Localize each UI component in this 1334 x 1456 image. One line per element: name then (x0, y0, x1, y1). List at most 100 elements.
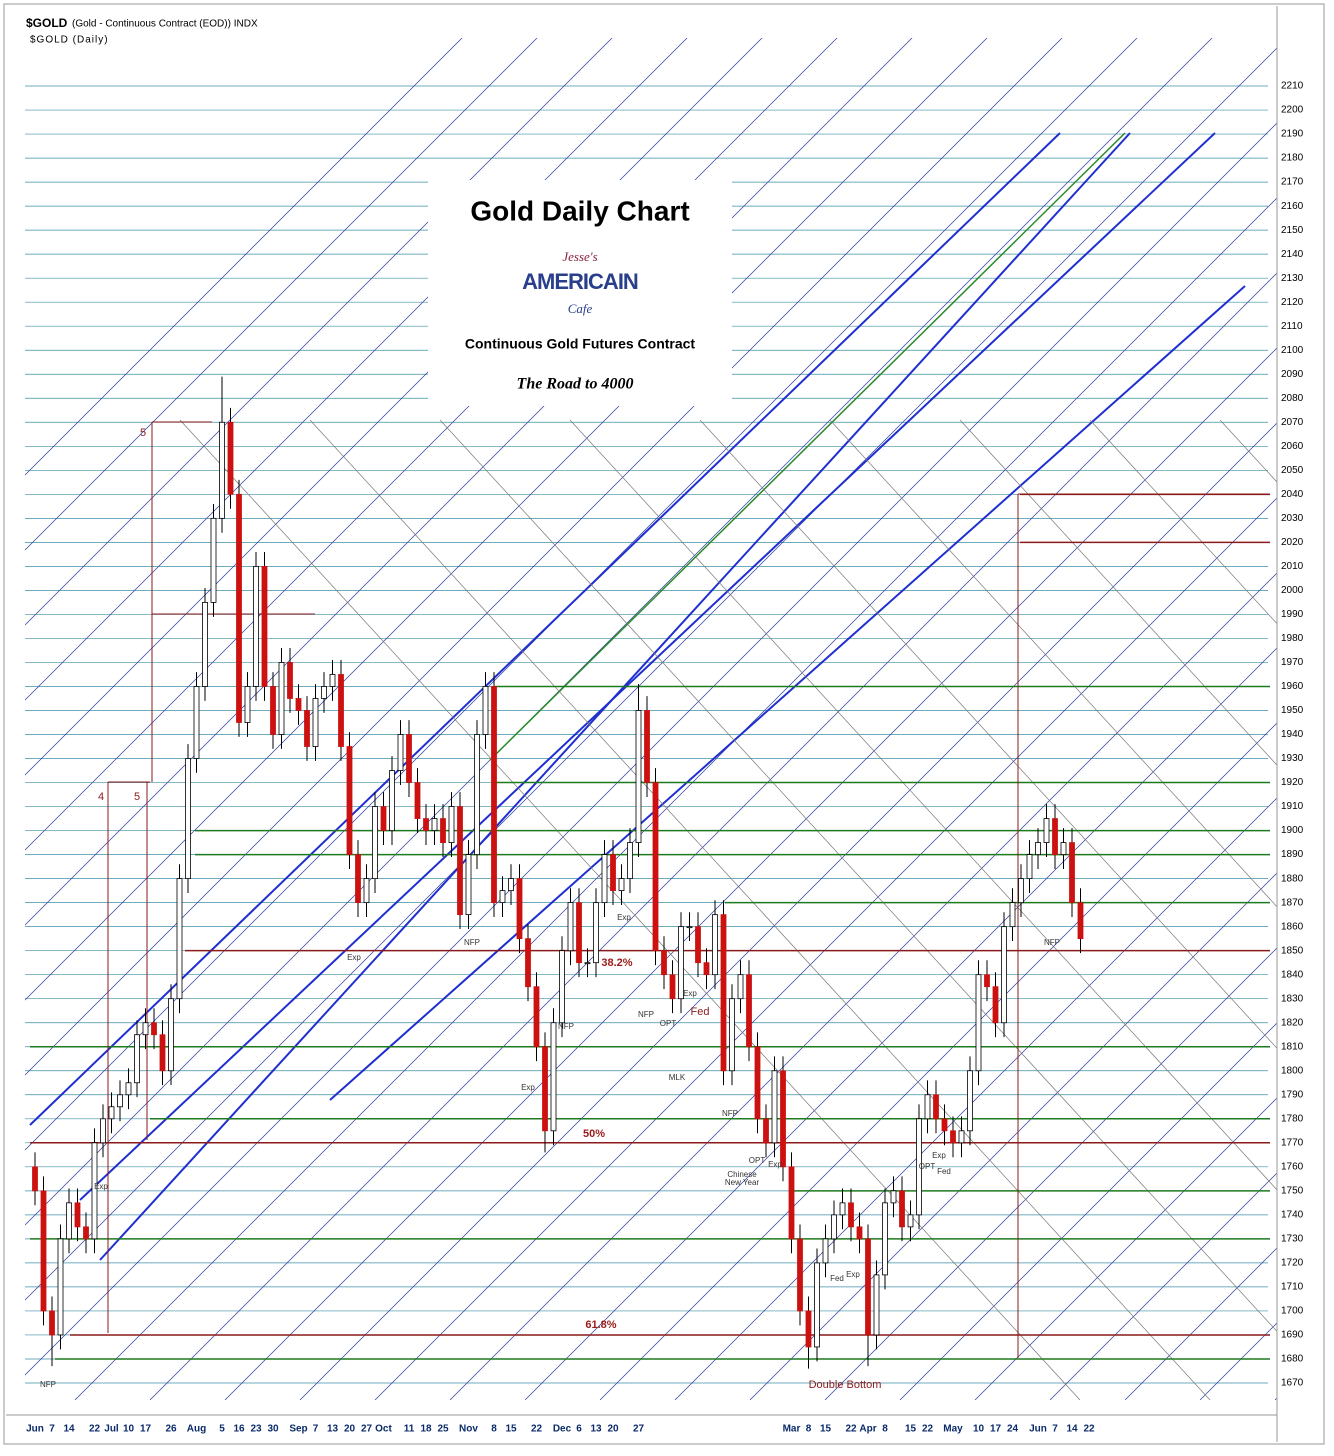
candle-body (763, 1118, 769, 1144)
x-tick-label: 27 (361, 1424, 373, 1435)
candle-body (865, 1238, 871, 1336)
trend-line (1199, 1322, 1277, 1401)
candle-body (304, 710, 310, 747)
subtitle: $GOLD (Daily) (30, 35, 109, 46)
candle-body (202, 602, 208, 687)
candle-body (100, 1118, 106, 1144)
candle-body (941, 1118, 948, 1132)
candle-body (338, 674, 344, 747)
candle-body (414, 782, 421, 819)
candle-body (193, 686, 200, 759)
annotation: Exp (846, 1270, 860, 1279)
candle-body (287, 662, 293, 699)
candle-body (746, 974, 752, 1048)
annotation: Exp (347, 953, 361, 962)
candle-body (270, 686, 276, 735)
candle-body (984, 974, 990, 988)
y-tick-label: 1960 (1281, 681, 1304, 692)
y-tick-label: 2150 (1281, 225, 1304, 236)
annotation: Double Bottom (809, 1379, 882, 1391)
y-tick-label: 2100 (1281, 345, 1304, 356)
y-tick-label: 1690 (1281, 1330, 1304, 1341)
x-tick-label: 10 (973, 1424, 985, 1435)
y-tick-label: 2110 (1281, 321, 1303, 332)
annotation: 5 (140, 427, 146, 439)
x-tick-label: Dec (553, 1424, 572, 1435)
candle-body (933, 1094, 939, 1120)
trend-line (829, 419, 1277, 908)
trend-line (824, 947, 1277, 1401)
annotation: New Year (725, 1178, 760, 1187)
candle-body (839, 1202, 846, 1216)
y-tick-label: 1720 (1281, 1258, 1304, 1269)
annotation: Chinese (727, 1170, 757, 1179)
x-tick-label: Jun (26, 1424, 44, 1435)
y-tick-label: 2170 (1281, 177, 1304, 188)
annotation: 61.8% (585, 1319, 616, 1331)
candle-body (372, 806, 378, 880)
tagline: The Road to 4000 (517, 376, 634, 393)
y-tick-label: 1760 (1281, 1161, 1304, 1172)
x-tick-label: 13 (327, 1424, 339, 1435)
candle-body (159, 1034, 166, 1072)
candle-body (652, 782, 659, 952)
x-tick-label: 13 (590, 1424, 602, 1435)
trend-line (489, 132, 1126, 761)
candle-body (261, 565, 268, 687)
y-tick-label: 2080 (1281, 393, 1304, 404)
trend-line (74, 197, 1277, 1401)
x-tick-label: 25 (437, 1424, 449, 1435)
annotation: 50% (583, 1128, 605, 1140)
trend-line (25, 122, 1277, 1376)
y-tick-label: 1880 (1281, 873, 1304, 884)
x-tick-label: 15 (820, 1424, 832, 1435)
x-tick-label: 22 (845, 1424, 857, 1435)
x-tick-label: Nov (459, 1424, 478, 1435)
candle-body (729, 998, 735, 1072)
y-tick-label: 1990 (1281, 609, 1304, 620)
x-tick-label: 17 (140, 1424, 152, 1435)
candle-body (771, 1070, 778, 1144)
x-tick-label: 8 (491, 1424, 497, 1435)
y-tick-label: 2050 (1281, 465, 1304, 476)
y-tick-label: 1870 (1281, 897, 1304, 908)
candle-body (1035, 842, 1041, 855)
annotation: Exp (617, 913, 631, 922)
x-tick-label: 18 (420, 1424, 432, 1435)
candle-body (389, 770, 395, 831)
candle-body (516, 878, 523, 940)
candle-body (601, 854, 608, 904)
x-tick-label: 11 (404, 1424, 415, 1435)
y-tick-label: 1710 (1281, 1282, 1304, 1293)
candle-body (576, 902, 582, 964)
annotation: Exp (768, 1160, 782, 1169)
x-tick-label: 24 (1007, 1424, 1019, 1435)
x-tick-label: 14 (63, 1424, 75, 1435)
trend-line (374, 497, 1277, 1401)
y-tick-label: 2200 (1281, 105, 1304, 116)
candle-body (380, 806, 387, 831)
annotation: 4 (98, 791, 104, 803)
y-tick-label: 2160 (1281, 201, 1304, 212)
trend-line (569, 419, 1277, 1191)
y-tick-label: 1910 (1281, 801, 1304, 812)
y-tick-label: 1740 (1281, 1210, 1304, 1221)
trend-line (974, 1097, 1277, 1401)
candle-body (950, 1130, 956, 1144)
x-tick-label: 8 (882, 1424, 888, 1435)
y-tick-label: 1860 (1281, 921, 1304, 932)
candle-body (822, 1238, 829, 1264)
annotation: Exp (94, 1182, 108, 1191)
x-tick-label: 15 (905, 1424, 917, 1435)
trend-line (599, 722, 1277, 1401)
candle-body (890, 1190, 897, 1204)
candle-body (610, 854, 616, 892)
x-tick-label: May (943, 1424, 963, 1435)
candle-body (720, 914, 727, 1072)
x-tick-label: 20 (607, 1424, 619, 1435)
trend-line (25, 38, 988, 1001)
x-tick-label: 22 (922, 1424, 934, 1435)
y-tick-label: 1980 (1281, 633, 1304, 644)
candle-body (1001, 926, 1007, 1024)
trend-line (959, 419, 1277, 766)
